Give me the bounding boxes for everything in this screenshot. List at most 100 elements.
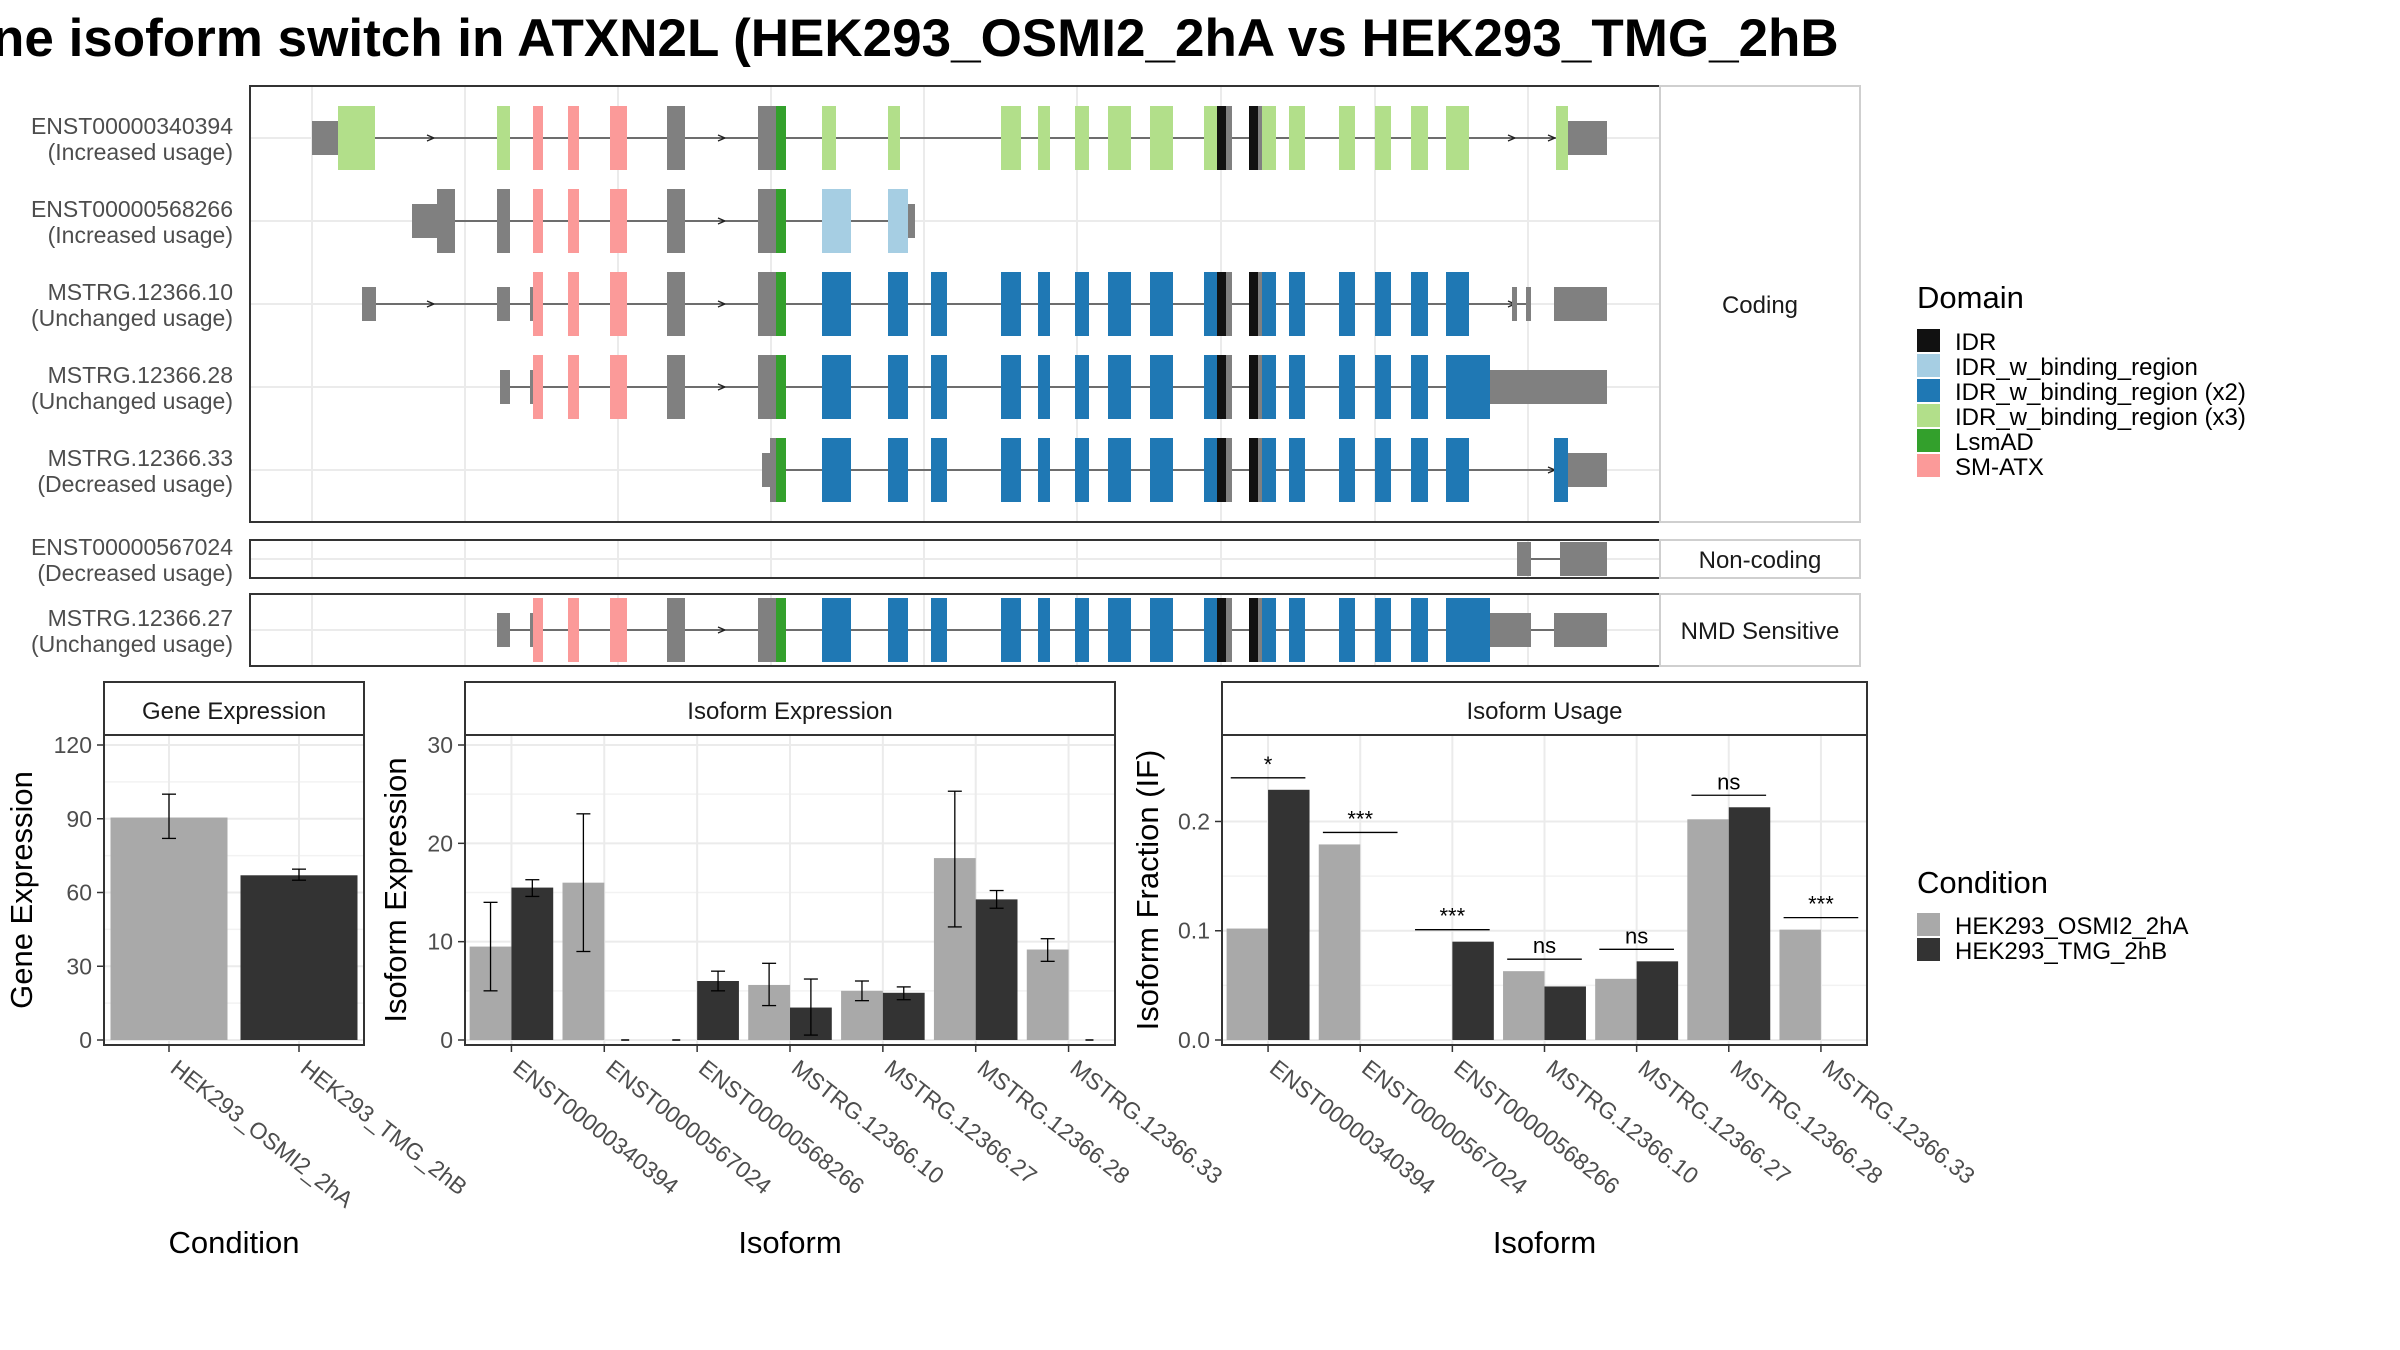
x-tick-label: MSTRG.12366.33 [1065,1054,1227,1189]
coding-exon [1001,355,1021,419]
coding-exon [1339,272,1355,336]
x-tick-label: MSTRG.12366.33 [1818,1054,1980,1189]
utr-exon [762,453,770,487]
coding-exon [1150,598,1173,662]
coding-exon [1108,355,1131,419]
coding-exon [1038,598,1050,662]
bar [975,899,1018,1040]
legend-key [1917,913,1940,936]
coding-exon [822,598,851,662]
domain-segment [1226,272,1232,336]
utr-exon [1560,542,1607,576]
coding-exon [931,438,947,502]
legend-item-label: IDR_w_binding_region (x2) [1955,379,2246,406]
bar [240,875,358,1040]
coding-exon [1001,106,1021,170]
coding-exon [1075,438,1089,502]
coding-exon [667,355,685,419]
utr-exon [1554,287,1607,321]
domain-segment [1249,272,1258,336]
facet-strip [1659,593,1861,667]
utr-exon [1568,453,1607,487]
x-tick-label: ENST00000340394 [508,1054,683,1199]
legend-item-label: HEK293_OSMI2_2hA [1955,913,2188,940]
coding-exon [1108,272,1131,336]
error-bar [162,793,176,840]
coding-exon [1446,355,1490,419]
coding-exon [1108,438,1131,502]
y-tick-label: 20 [427,830,453,856]
domain-segment [1217,106,1226,170]
utr-exon [497,613,510,647]
coding-exon [888,438,908,502]
coding-exon [1001,438,1021,502]
significance-label: *** [1440,904,1466,929]
coding-exon [1339,355,1355,419]
coding-exon [667,106,685,170]
transcript-id-label: ENST00000340394 [31,113,233,139]
bar [1728,807,1771,1040]
facet-strip [464,681,1116,736]
y-tick-label: 0 [79,1027,92,1053]
y-axis-title: Isoform Expression [378,757,413,1022]
coding-exon [1038,355,1050,419]
x-tick-label: ENST00000567024 [1357,1054,1532,1199]
transcript-id-label: MSTRG.12366.27 [48,605,233,631]
facet-strip-label: NMD Sensitive [1681,618,1840,645]
coding-exon [888,272,908,336]
domain-segment [1258,598,1262,662]
x-axis-title: Isoform [738,1225,841,1260]
coding-exon [758,355,776,419]
transcript-model [312,106,1607,170]
coding-exon [568,598,579,662]
domain-segment [1217,272,1226,336]
x-tick-label: MSTRG.12366.28 [1726,1054,1888,1189]
coding-exon [610,355,627,419]
error-bar [576,813,591,953]
coding-exon [776,272,786,336]
coding-exon [1262,598,1276,662]
coding-exon [1262,355,1276,419]
coding-exon [568,272,579,336]
coding-exon [1075,355,1089,419]
domain-segment [1217,355,1226,419]
transcript-id-label: ENST00000568266 [31,196,233,222]
strand-arrow [717,626,727,634]
strand-arrow [717,383,727,391]
coding-exon [1375,106,1391,170]
coding-exon [1001,272,1021,336]
transcript-model [412,189,915,253]
coding-exon [1150,355,1173,419]
coding-exon [1339,598,1355,662]
domain-segment [1258,355,1262,419]
coding-exon [1339,438,1355,502]
strand-arrow [426,134,436,142]
y-tick-label: 30 [66,953,92,979]
coding-exon [1446,438,1469,502]
coding-exon [1150,106,1173,170]
domain-segment [1217,438,1226,502]
y-tick-label: 30 [427,732,453,758]
bar [1226,928,1269,1040]
y-tick-label: 0.0 [1178,1027,1210,1053]
utr-exon [497,287,510,321]
x-axis-title: Condition [169,1225,300,1260]
bar [882,992,925,1040]
domain-segment [776,106,786,170]
coding-exon [758,272,776,336]
utr-exon [1517,542,1531,576]
domain-segment [1249,106,1258,170]
domain-segment [1226,106,1232,170]
error-bar [1040,938,1055,962]
legend-key [1917,938,1940,961]
error-bar [803,978,818,1036]
coding-exon [1375,355,1391,419]
x-tick-label: MSTRG.12366.27 [1634,1054,1796,1189]
utr-exon [908,204,915,238]
x-tick-label: ENST00000568266 [1449,1054,1624,1199]
coding-exon [822,355,851,419]
domain-segment [1249,355,1258,419]
figure-title: ne isoform switch in ATXN2L (HEK293_OSMI… [0,9,1839,68]
transcript-usage-label: (Unchanged usage) [31,305,233,331]
